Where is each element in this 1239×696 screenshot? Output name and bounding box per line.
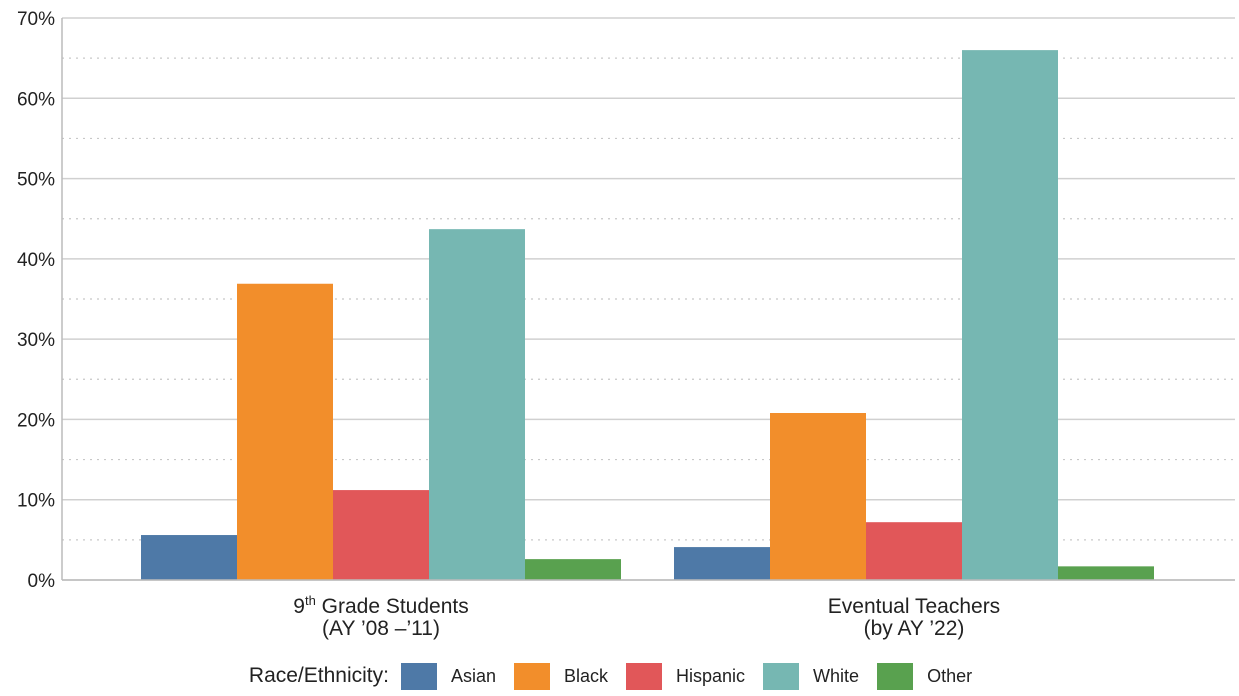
- bar-white: [429, 229, 525, 580]
- legend-label: Hispanic: [676, 665, 746, 686]
- legend-label: White: [813, 665, 860, 686]
- y-tick-label: 40%: [17, 250, 55, 271]
- bar-other: [1058, 566, 1154, 580]
- category-label-line2: (by AY ’22): [863, 617, 965, 640]
- legend-swatch: [626, 662, 663, 690]
- category-label-teachers: Eventual Teachers (by AY ’22): [714, 596, 1114, 640]
- y-tick-label: 50%: [17, 170, 55, 191]
- legend-label: Other: [927, 665, 973, 686]
- y-tick-label: 70%: [17, 9, 55, 30]
- bar-asian: [674, 547, 770, 580]
- legend-title: Race/Ethnicity:: [248, 664, 389, 687]
- legend-label: Asian: [450, 665, 496, 686]
- category-label-main: 9: [293, 595, 305, 618]
- y-tick-label: 30%: [17, 330, 55, 351]
- bar-white: [962, 50, 1058, 581]
- bar-asian: [141, 535, 237, 580]
- bar-black: [237, 283, 333, 580]
- category-label-line2: (AY ’08 –’11): [322, 617, 440, 640]
- y-tick-label: 0%: [28, 571, 56, 592]
- legend-item-asian: Asian: [400, 662, 496, 690]
- legend-swatch: [400, 662, 437, 690]
- category-label-rest: Grade Students: [315, 595, 469, 618]
- legend-item-other: Other: [877, 662, 973, 690]
- bar-hispanic: [333, 490, 429, 580]
- legend: Race/Ethnicity: Asian Black Hispanic White O…: [0, 656, 1239, 696]
- legend-label: Black: [564, 665, 609, 686]
- legend-item-hispanic: Hispanic: [626, 662, 746, 690]
- bar-other: [525, 559, 621, 580]
- y-tick-label: 20%: [17, 410, 55, 431]
- category-label-students: 9th Grade Students (AY ’08 –’11): [181, 593, 581, 640]
- legend-swatch: [877, 662, 914, 690]
- legend-item-black: Black: [514, 662, 609, 690]
- bar-black: [770, 413, 866, 580]
- category-label-superscript: th: [304, 593, 316, 608]
- category-label-main: Eventual Teachers: [827, 595, 1001, 618]
- bar-chart: 0% 10% 20% 30% 40% 50% 60% 70%: [17, 9, 1235, 592]
- y-tick-label: 60%: [17, 89, 55, 110]
- legend-swatch: [763, 662, 800, 690]
- legend-swatch: [514, 662, 550, 690]
- y-tick-label: 10%: [17, 491, 55, 512]
- bar-hispanic: [866, 522, 962, 580]
- legend-item-white: White: [763, 662, 860, 690]
